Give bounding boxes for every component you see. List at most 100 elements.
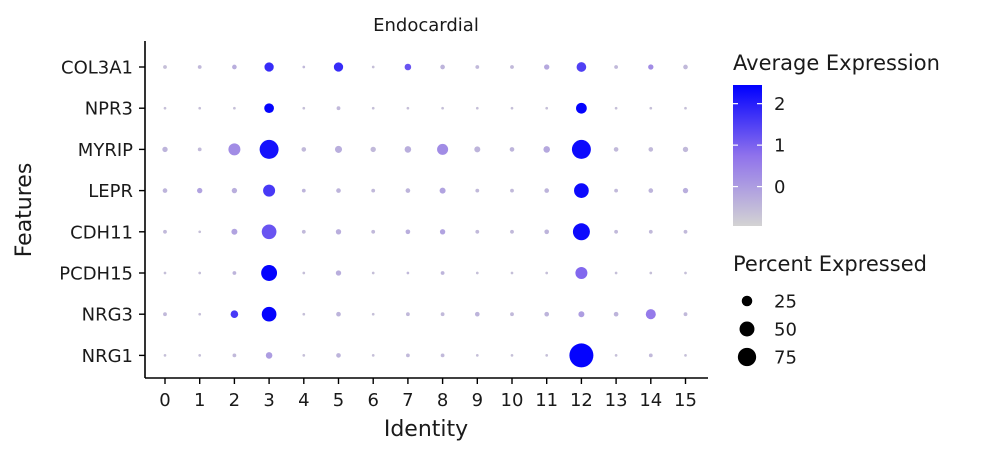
dot-lepr-14 [648, 188, 654, 193]
dot-cdh11-12 [572, 223, 590, 241]
dot-col3a1-13 [614, 65, 618, 69]
color-legend-bar [733, 85, 762, 226]
dot-myrip-13 [613, 147, 619, 152]
y-tick-label-myrip: MYRIP [78, 140, 133, 161]
y-tick-label-nrg1: NRG1 [82, 346, 133, 367]
dot-pcdh15-7 [406, 271, 410, 275]
dot-col3a1-8 [440, 64, 445, 70]
dot-lepr-15 [682, 187, 689, 194]
dot-cdh11-15 [683, 229, 688, 234]
y-tick-label-lepr: LEPR [88, 181, 133, 202]
dot-lepr-11 [544, 188, 550, 193]
y-axis-label: Features [12, 163, 37, 258]
dot-myrip-8 [437, 143, 449, 155]
dot-nrg3-15 [683, 312, 688, 317]
dot-cdh11-8 [439, 229, 446, 235]
dot-pcdh15-5 [335, 270, 342, 276]
size-legend-label-50: 50 [774, 320, 797, 341]
dot-npr3-15 [684, 106, 687, 110]
dot-col3a1-5 [333, 62, 344, 72]
dot-pcdh15-13 [614, 271, 618, 275]
x-tick-label-5: 5 [333, 390, 344, 411]
dot-npr3-12 [576, 102, 587, 114]
dot-pcdh15-9 [475, 271, 479, 275]
dot-nrg3-11 [544, 311, 550, 317]
y-ticks-layer: COL3A1 NPR3 MYRIP LEPR CDH11 PCDH15 NRG3 NRG1 [59, 58, 145, 367]
dot-myrip-2 [228, 143, 241, 156]
size-legend-items: 25 50 75 [737, 292, 797, 369]
dot-myrip-7 [404, 146, 412, 153]
dot-nrg1-1 [198, 354, 202, 357]
size-legend-dot-50 [739, 321, 755, 337]
dot-myrip-3 [259, 139, 279, 159]
dot-cdh11-1 [198, 230, 202, 234]
color-legend-label-1: 1 [774, 136, 785, 157]
dot-nrg1-8 [440, 353, 445, 358]
dot-col3a1-10 [510, 65, 514, 69]
x-tick-label-2: 2 [229, 390, 240, 411]
x-tick-label-9: 9 [472, 390, 483, 411]
dot-col3a1-11 [544, 64, 550, 70]
x-tick-label-12: 12 [570, 390, 593, 411]
dot-pcdh15-11 [545, 271, 549, 275]
x-tick-label-4: 4 [298, 390, 309, 411]
dot-lepr-9 [475, 188, 480, 193]
dot-nrg1-0 [163, 354, 167, 357]
x-tick-label-14: 14 [639, 390, 662, 411]
dot-pcdh15-12 [575, 267, 588, 279]
dot-nrg3-2 [230, 310, 239, 318]
dot-pcdh15-3 [261, 265, 278, 281]
dot-pcdh15-10 [510, 271, 514, 275]
dot-col3a1-9 [475, 65, 480, 69]
size-legend-dot-75 [737, 347, 757, 367]
dot-nrg1-4 [302, 354, 306, 357]
y-tick-label-cdh11: CDH11 [70, 222, 133, 243]
dot-npr3-7 [406, 106, 410, 110]
chart-title: Endocardial [373, 15, 479, 36]
dot-myrip-12 [571, 139, 591, 159]
dots-layer [162, 62, 689, 368]
dot-myrip-0 [162, 146, 168, 153]
dot-npr3-14 [649, 106, 653, 110]
dot-nrg1-6 [371, 354, 375, 357]
dot-nrg3-7 [406, 312, 410, 317]
dot-nrg3-14 [645, 309, 656, 320]
color-legend-ticks: 0 1 2 [733, 94, 785, 198]
dot-lepr-10 [510, 188, 514, 193]
dot-npr3-6 [371, 106, 375, 110]
x-axis-label: Identity [384, 417, 468, 442]
dot-col3a1-4 [302, 65, 306, 69]
dot-cdh11-10 [510, 229, 514, 234]
dot-nrg1-7 [406, 353, 410, 358]
dot-pcdh15-15 [684, 271, 687, 275]
size-legend-label-75: 75 [774, 348, 797, 369]
dot-nrg3-3 [261, 306, 277, 322]
x-tick-label-6: 6 [367, 390, 378, 411]
dot-myrip-1 [197, 147, 202, 152]
dot-myrip-14 [648, 147, 654, 152]
x-tick-label-1: 1 [194, 390, 205, 411]
dot-col3a1-3 [264, 62, 274, 72]
dot-pcdh15-1 [198, 271, 202, 275]
dot-npr3-11 [545, 106, 549, 110]
dot-nrg1-13 [614, 354, 618, 357]
x-tick-label-11: 11 [535, 390, 558, 411]
dot-npr3-1 [198, 106, 202, 110]
dot-cdh11-9 [475, 229, 480, 234]
x-ticks-layer: 0 1 2 3 4 5 6 7 8 9 10 11 12 13 14 15 [159, 378, 697, 411]
color-legend-title: Average Expression [733, 51, 940, 75]
dot-nrg1-5 [336, 353, 341, 358]
dot-cdh11-2 [231, 228, 238, 235]
dot-lepr-12 [574, 183, 589, 198]
dot-lepr-5 [336, 188, 341, 193]
dot-lepr-2 [231, 187, 238, 194]
y-tick-label-nrg3: NRG3 [82, 305, 133, 326]
y-tick-label-pcdh15: PCDH15 [59, 264, 133, 285]
dot-col3a1-1 [197, 65, 202, 69]
dot-col3a1-14 [648, 64, 654, 70]
x-tick-label-13: 13 [605, 390, 628, 411]
dot-nrg3-10 [510, 312, 514, 317]
dot-nrg3-8 [440, 312, 445, 317]
dot-lepr-8 [439, 187, 446, 194]
dot-nrg1-15 [684, 354, 687, 357]
